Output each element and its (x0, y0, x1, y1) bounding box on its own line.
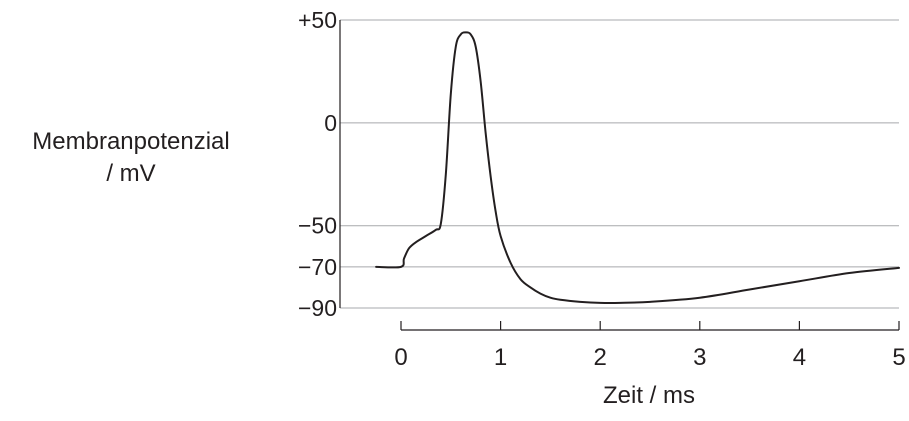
y-tick-label: 0 (324, 110, 337, 136)
x-tick-label: 2 (594, 344, 607, 371)
y-axis-label-line1: Membranpotenzial (32, 128, 230, 155)
x-tick-label: 5 (892, 344, 905, 371)
y-axis-label: Membranpotenzial / mV (0, 126, 262, 190)
y-tick-label: −50 (298, 213, 337, 239)
y-tick-label: −70 (298, 254, 337, 280)
x-axis-label: Zeit / ms (603, 382, 695, 409)
x-tick-label: 4 (793, 344, 806, 371)
y-axis-label-line2: / mV (106, 160, 156, 187)
x-tick-label: 3 (693, 344, 706, 371)
series-line-membrane-potential (375, 31, 900, 304)
y-tick-label: +50 (298, 7, 337, 33)
x-tick-label: 1 (494, 344, 507, 371)
x-tick-label: 0 (394, 344, 407, 371)
y-tick-label: −90 (298, 295, 337, 321)
